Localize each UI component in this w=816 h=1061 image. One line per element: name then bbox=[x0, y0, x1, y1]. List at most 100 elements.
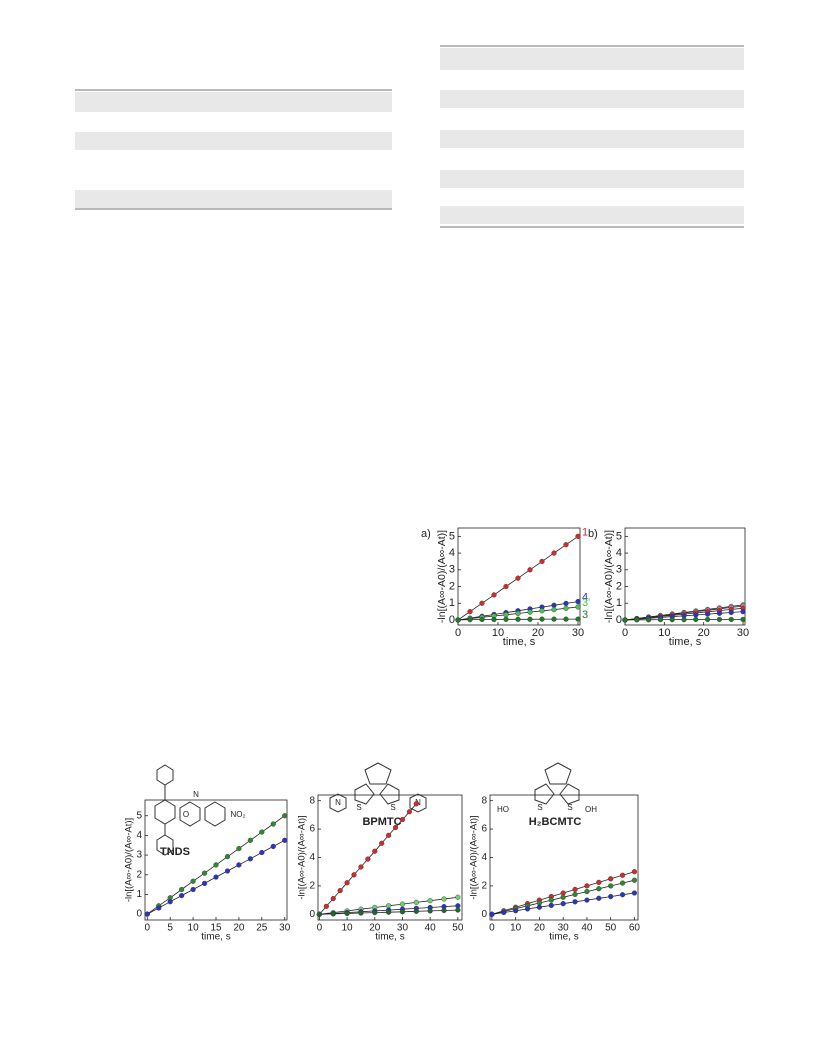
data-point bbox=[372, 848, 378, 854]
plot: 0 2 4 6 8 0 10 20 30 40 50 time, s -ln[(A∞-A0)/(A∞-A… bbox=[297, 794, 464, 943]
data-point bbox=[427, 898, 433, 904]
data-point bbox=[631, 869, 638, 875]
data-point bbox=[156, 905, 162, 911]
table-left bbox=[75, 89, 392, 210]
data-point bbox=[527, 616, 533, 622]
y-tick-label: 4 bbox=[481, 852, 487, 863]
data-point bbox=[144, 911, 150, 917]
data-point bbox=[365, 856, 371, 862]
data-point bbox=[427, 908, 433, 914]
data-point bbox=[270, 821, 276, 827]
data-point bbox=[669, 617, 675, 623]
data-point bbox=[527, 567, 533, 573]
data-point bbox=[572, 886, 578, 893]
data-point bbox=[344, 910, 350, 917]
x-tick-label: 30 bbox=[572, 627, 584, 639]
y-tick-label: 1 bbox=[616, 597, 622, 609]
panel-label: b) bbox=[588, 528, 598, 540]
y-tick-label: 3 bbox=[616, 564, 622, 576]
x-tick-label: 10 bbox=[492, 627, 504, 639]
data-point bbox=[575, 533, 581, 539]
compound-label: TNDS bbox=[160, 846, 190, 858]
ring bbox=[204, 801, 226, 827]
x-axis-label: time, s bbox=[549, 932, 578, 943]
data-point bbox=[441, 896, 447, 902]
data-point bbox=[247, 837, 253, 843]
data-point bbox=[536, 904, 543, 910]
x-tick-label: 50 bbox=[452, 923, 464, 934]
data-point bbox=[489, 911, 495, 917]
data-point bbox=[575, 604, 581, 610]
data-point bbox=[323, 903, 329, 909]
data-point bbox=[351, 872, 357, 878]
data-point bbox=[213, 862, 219, 868]
ring bbox=[364, 762, 392, 785]
data-point bbox=[551, 607, 557, 613]
data-point bbox=[551, 550, 557, 556]
data-point bbox=[337, 887, 343, 894]
x-tick-label: 10 bbox=[342, 923, 354, 934]
data-point bbox=[247, 856, 253, 862]
x-tick-label: 15 bbox=[210, 923, 222, 934]
structure-label: S bbox=[537, 803, 542, 812]
table-row bbox=[75, 190, 392, 208]
data-point bbox=[467, 617, 473, 623]
data-point bbox=[563, 605, 569, 611]
x-axis-label: time, s bbox=[201, 932, 230, 943]
data-point bbox=[491, 616, 497, 623]
structure-label: HO bbox=[497, 805, 509, 814]
data-point bbox=[575, 598, 581, 605]
data-point bbox=[619, 892, 626, 898]
y-tick-label: 2 bbox=[481, 881, 487, 892]
data-point bbox=[441, 907, 447, 914]
data-point bbox=[224, 854, 231, 860]
x-tick-label: 0 bbox=[455, 627, 461, 639]
data-point bbox=[455, 907, 461, 913]
data-point bbox=[513, 908, 519, 914]
data-point bbox=[179, 886, 185, 893]
data-point bbox=[515, 610, 521, 617]
ring bbox=[156, 834, 174, 856]
data-point bbox=[455, 617, 461, 623]
data-point bbox=[572, 891, 578, 898]
data-point bbox=[705, 616, 711, 623]
x-tick-label: 50 bbox=[605, 923, 617, 934]
x-tick-label: 60 bbox=[629, 923, 641, 934]
x-tick-label: 30 bbox=[397, 923, 409, 934]
structure-label: N bbox=[193, 790, 199, 799]
data-point bbox=[399, 816, 406, 823]
data-point bbox=[455, 894, 461, 900]
data-point bbox=[619, 872, 626, 878]
plot: 0 1 2 3 4 5 0 10 20 30 time, s -ln[(A∞-A0)/(A∞-At)]… bbox=[421, 526, 590, 648]
ring bbox=[544, 762, 572, 785]
x-tick-label: 20 bbox=[532, 627, 544, 639]
data-point bbox=[681, 617, 687, 623]
data-point bbox=[236, 845, 242, 852]
x-tick-label: 0 bbox=[317, 923, 323, 934]
ring bbox=[329, 793, 347, 813]
x-tick-label: 30 bbox=[558, 923, 570, 934]
plot: 0 1 2 3 4 5 0 10 20 30 time, s -ln[(A∞-A0)/(A∞-At)]… bbox=[588, 527, 749, 648]
data-point bbox=[634, 617, 640, 623]
data-point bbox=[657, 617, 664, 623]
x-tick-label: 25 bbox=[256, 923, 268, 934]
x-tick-label: 10 bbox=[658, 627, 670, 639]
table-row bbox=[75, 132, 392, 150]
data-point bbox=[467, 609, 473, 615]
data-point bbox=[575, 616, 581, 622]
data-point bbox=[716, 610, 723, 616]
series-label: 4 bbox=[582, 591, 588, 603]
x-tick-label: 0 bbox=[622, 627, 628, 639]
data-point bbox=[270, 843, 276, 850]
data-point bbox=[503, 583, 509, 590]
y-tick-label: 5 bbox=[616, 530, 622, 542]
data-point bbox=[167, 899, 173, 905]
data-point bbox=[259, 829, 265, 835]
data-point bbox=[705, 611, 711, 617]
y-axis-label: -ln[(A∞-A0)/(A∞-At)] bbox=[436, 530, 448, 623]
data-point bbox=[551, 602, 557, 608]
series-label: 3' bbox=[582, 597, 590, 609]
data-point bbox=[596, 879, 602, 885]
x-tick-label: 0 bbox=[489, 923, 495, 934]
y-tick-label: 3 bbox=[136, 850, 142, 861]
